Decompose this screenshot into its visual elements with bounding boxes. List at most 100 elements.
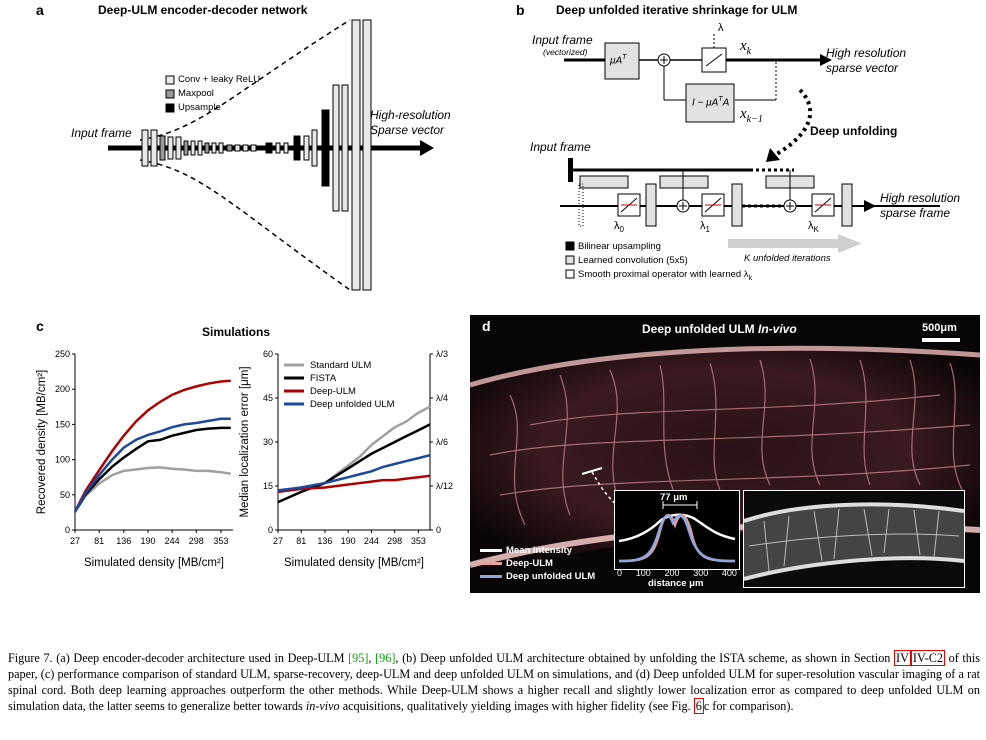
inset-tick: 400 <box>721 568 737 578</box>
legend-bilinear: Bilinear upsampling <box>578 241 661 252</box>
legend-entry: Standard ULM <box>310 360 371 371</box>
conv-block <box>234 144 241 152</box>
panel-d-legend: Mean intensity Deep-ULM Deep unfolded UL… <box>480 544 595 583</box>
x-tick-label: 298 <box>387 536 402 546</box>
legend-deep-ulm: Deep-ULM <box>480 557 595 570</box>
y2-tick-label: λ/3 <box>436 349 448 359</box>
x-tick-label: 81 <box>296 536 306 546</box>
x-tick-label: 190 <box>140 536 155 546</box>
upsample-block <box>265 142 273 154</box>
x-tick-label: 244 <box>165 536 180 546</box>
inset-tick: 100 <box>635 568 651 578</box>
profile-plot <box>618 501 736 563</box>
inset-link <box>581 467 621 509</box>
y2-tick-label: λ/12 <box>436 481 453 491</box>
legend-upsample-swatch <box>165 103 175 113</box>
inset-tick: 200 <box>664 568 680 578</box>
y-axis-label: Median localization error [μm] <box>239 366 251 517</box>
y-tick-label: 150 <box>55 419 70 429</box>
maxpool-block <box>159 135 166 161</box>
funnel-bottom-curve <box>139 159 351 291</box>
profile-inset <box>614 490 740 570</box>
conv-block <box>341 84 349 212</box>
legend-prox-op: Smooth proximal operator with learned λk <box>578 269 753 282</box>
y-tick-label: 45 <box>263 393 273 403</box>
legend-entry: FISTA <box>310 373 337 384</box>
upsample-block <box>321 109 330 187</box>
conv-block <box>175 136 182 160</box>
conv-block <box>311 129 318 167</box>
panel-a-letter: a <box>36 2 44 18</box>
x-tick-label: 81 <box>94 536 104 546</box>
maxpool-block <box>226 144 233 152</box>
series-line-fista <box>73 426 231 513</box>
mu-block <box>604 42 640 80</box>
conv-block <box>141 129 149 167</box>
legend-unfolded: Deep unfolded ULM <box>480 570 595 583</box>
maxpool-block <box>183 140 189 156</box>
deep-unfolding-label: Deep unfolding <box>810 124 898 138</box>
grayscale-render <box>744 502 964 581</box>
inset-ticks: 0 100 200 300 400 <box>617 568 737 578</box>
series-line-deep-unfolded-ulm <box>73 417 231 513</box>
legend-maxpool: Maxpool <box>178 88 214 99</box>
citation-96[interactable]: [96] <box>375 651 396 665</box>
conv-block <box>250 144 257 152</box>
unfold-arrow <box>774 88 813 157</box>
x-tick-label: 27 <box>273 536 283 546</box>
xk-label: xk <box>740 38 752 57</box>
citation-95[interactable]: [95] <box>348 651 369 665</box>
feedback-block-label: I − μATA <box>692 96 730 109</box>
conv-block <box>303 135 310 161</box>
encoder-decoder-diagram <box>108 19 434 291</box>
panel-b-letter: b <box>516 2 525 18</box>
x-tick-label: 136 <box>317 536 332 546</box>
series-line-fista <box>277 423 431 504</box>
mu-block-label: μAT <box>610 54 627 67</box>
scalebar <box>922 338 960 342</box>
conv-block <box>275 142 281 154</box>
x-tick-label: 244 <box>364 536 379 546</box>
x-tick-label: 353 <box>411 536 426 546</box>
panel-c-title: Simulations <box>202 325 271 339</box>
vessel-network <box>489 358 971 526</box>
grayscale-inset <box>743 490 965 588</box>
panel-d-letter: d <box>482 318 491 334</box>
figure-caption: Figure 7. (a) Deep encoder-decoder archi… <box>8 650 980 714</box>
y-tick-label: 250 <box>55 349 70 359</box>
lambda-label: λ <box>718 22 724 34</box>
deep-ulm-profile <box>618 514 736 563</box>
panel-d-title: Deep unfolded ULM In-vivo <box>642 322 797 336</box>
panel-a-output-label-1: High-resolution <box>370 108 451 122</box>
figure-link-6[interactable]: 6 <box>693 698 704 714</box>
chart-localization-error: 0 15 30 45 60 27 81 136 190 244 298 353 λ/3 λ/4 λ/6 λ/1… <box>239 349 453 569</box>
x-axis-label: Simulated density [MB/cm²] <box>284 557 424 569</box>
y-tick-label: 60 <box>263 349 273 359</box>
x-tick-label: 190 <box>341 536 356 546</box>
conv-block <box>150 129 158 167</box>
y-tick-label: 100 <box>55 455 70 465</box>
panel-a-title: Deep-ULM encoder-decoder network <box>98 3 308 17</box>
y-tick-label: 50 <box>60 490 70 500</box>
x-tick-label: 298 <box>189 536 204 546</box>
inset-tick: 0 <box>617 568 623 578</box>
legend-conv: Conv + leaky ReLU <box>178 74 261 85</box>
lambda-1: λ1 <box>700 220 710 235</box>
section-link-iv-c2[interactable]: IV-C2 <box>910 650 945 666</box>
y-tick-label: 0 <box>268 525 273 535</box>
legend-mean: Mean intensity <box>480 544 595 557</box>
panel-c-letter: c <box>36 318 44 334</box>
x-tick-label: 353 <box>213 536 228 546</box>
y2-tick-label: λ/4 <box>436 393 448 403</box>
y2-tick-label: 0 <box>436 525 441 535</box>
funnel-top-curve <box>139 19 351 141</box>
chart-recovered-density: 0 50 100 150 200 250 27 81 136 190 244 298 353 Simula… <box>36 349 233 569</box>
inset-tick: 300 <box>693 568 709 578</box>
k-iterations-label: K unfolded iterations <box>744 253 831 264</box>
x-tick-label: 136 <box>116 536 131 546</box>
panel-b-input-label: Input frame <box>532 33 593 47</box>
y2-tick-label: λ/6 <box>436 437 448 447</box>
series-line-deep-ulm <box>73 379 231 513</box>
conv-block <box>242 144 249 152</box>
section-link-iv[interactable]: IV <box>894 650 911 666</box>
